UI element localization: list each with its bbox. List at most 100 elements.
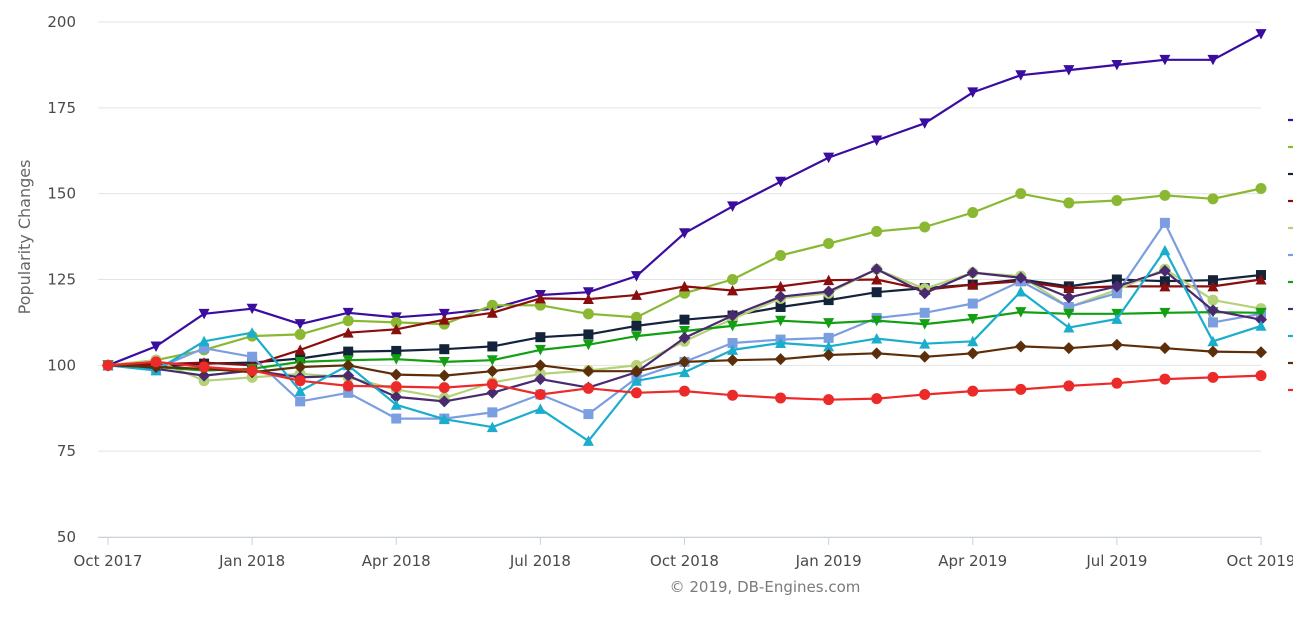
- data-point: [919, 338, 931, 349]
- data-point: [1015, 286, 1027, 297]
- data-point: [775, 315, 787, 327]
- data-point: [774, 353, 787, 366]
- data-point: [390, 381, 402, 393]
- data-point: [1063, 282, 1075, 294]
- data-point: [246, 327, 258, 338]
- x-tick-label: Jan 2019: [795, 552, 862, 570]
- data-point: [918, 287, 931, 300]
- data-point: [294, 319, 306, 330]
- data-point: [727, 320, 739, 332]
- data-point: [1255, 346, 1267, 359]
- data-point: [630, 365, 643, 378]
- data-point: [967, 87, 979, 98]
- data-point: [486, 355, 498, 366]
- data-point: [1255, 274, 1267, 285]
- data-point: [390, 316, 402, 328]
- data-point: [1207, 294, 1219, 306]
- data-point: [1159, 189, 1171, 201]
- data-point: [1207, 371, 1219, 383]
- data-point: [294, 328, 306, 340]
- data-point: [919, 389, 931, 401]
- data-point: [679, 366, 690, 378]
- data-point: [1062, 342, 1075, 355]
- data-point: [342, 369, 355, 382]
- data-point: [1063, 308, 1075, 320]
- data-point: [582, 308, 594, 320]
- data-point: [726, 309, 739, 322]
- data-point: [871, 135, 883, 146]
- data-point: [438, 369, 451, 382]
- data-point: [198, 369, 211, 382]
- data-point: [871, 315, 883, 327]
- data-point: [1255, 320, 1267, 331]
- data-point: [534, 344, 546, 356]
- data-point: [534, 359, 547, 372]
- data-point: [150, 356, 162, 368]
- y-tick-label: 150: [47, 185, 76, 203]
- data-point: [1255, 313, 1267, 326]
- data-point: [630, 375, 642, 386]
- data-point: [342, 359, 355, 372]
- data-point: [534, 292, 546, 304]
- data-point: [1111, 195, 1123, 207]
- data-point: [342, 307, 354, 319]
- data-point: [102, 359, 114, 371]
- legend-layer: [1288, 118, 1293, 392]
- data-point: [582, 365, 595, 378]
- data-point: [1255, 29, 1267, 40]
- data-point: [727, 284, 739, 296]
- data-point: [1255, 370, 1267, 382]
- data-point: [246, 364, 258, 376]
- series-4: [102, 274, 1267, 371]
- x-tick-label: Jan 2018: [218, 552, 285, 570]
- data-point: [1063, 197, 1075, 209]
- data-point: [582, 287, 594, 298]
- data-point: [1111, 313, 1123, 324]
- data-point: [391, 413, 402, 424]
- data-point: [823, 152, 835, 164]
- data-point: [967, 298, 978, 309]
- data-point: [679, 385, 690, 397]
- data-point: [582, 339, 594, 351]
- data-point: [1158, 264, 1171, 277]
- data-point: [727, 201, 739, 212]
- data-point: [582, 435, 594, 446]
- data-point: [823, 340, 835, 352]
- data-point: [390, 368, 403, 381]
- data-point: [630, 331, 642, 342]
- data-point: [1207, 280, 1219, 292]
- data-point: [1159, 217, 1170, 228]
- data-point: [438, 314, 450, 325]
- data-point: [1111, 288, 1122, 299]
- data-point: [1255, 307, 1267, 319]
- data-point: [1207, 335, 1219, 347]
- data-point: [823, 274, 835, 286]
- data-point: [727, 338, 738, 349]
- data-point: [775, 249, 787, 261]
- data-point: [1206, 304, 1219, 317]
- data-point: [535, 332, 546, 343]
- data-point: [1110, 280, 1123, 293]
- data-point: [1063, 380, 1075, 392]
- x-tick-label: Apr 2018: [362, 552, 431, 570]
- grid-layer: [98, 21, 1261, 538]
- data-point: [630, 387, 642, 399]
- data-point: [775, 280, 787, 292]
- x-tick-label: Jul 2018: [509, 552, 571, 570]
- data-point: [486, 299, 498, 311]
- data-point: [294, 344, 306, 355]
- data-point: [1110, 338, 1123, 351]
- data-point: [1159, 54, 1171, 66]
- data-point: [1063, 65, 1075, 76]
- data-point: [390, 323, 402, 335]
- data-point: [630, 311, 642, 323]
- data-point: [1111, 59, 1123, 71]
- data-point: [1159, 373, 1171, 385]
- data-point: [919, 221, 931, 233]
- data-point: [1206, 345, 1219, 358]
- data-point: [295, 396, 306, 407]
- data-point: [774, 290, 787, 303]
- data-point: [439, 344, 450, 355]
- data-point: [198, 335, 210, 347]
